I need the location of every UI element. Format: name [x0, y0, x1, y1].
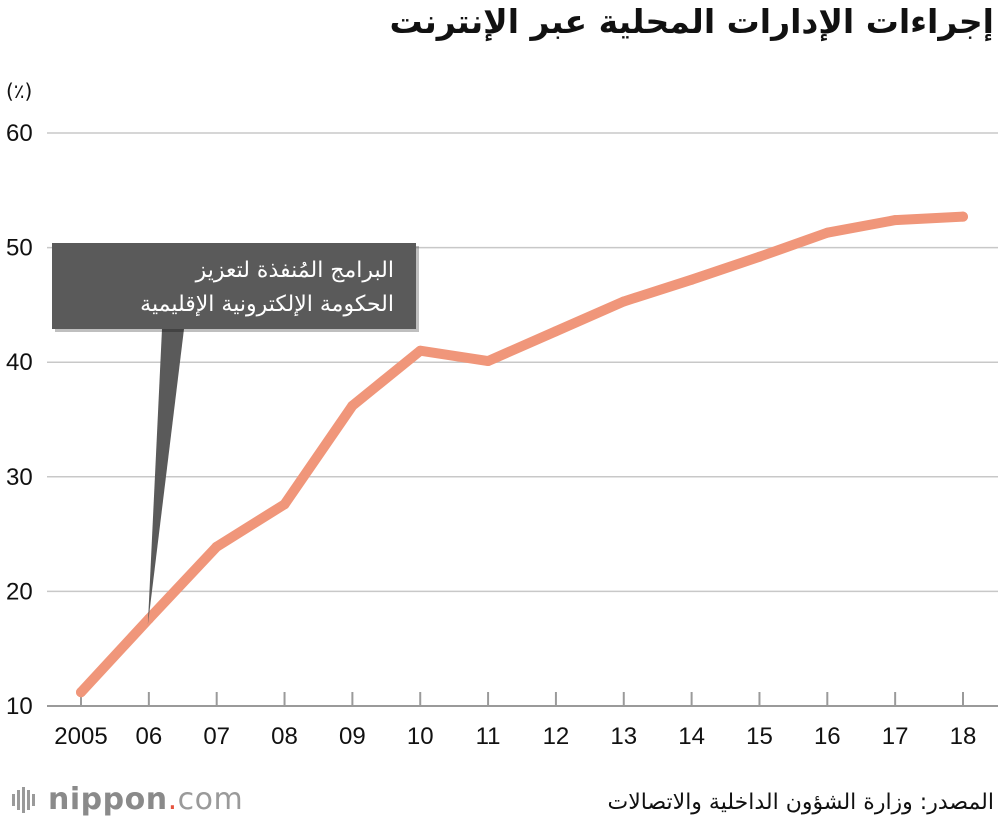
- y-tick-label: 20: [6, 578, 33, 605]
- callout-box: [52, 243, 416, 329]
- logo-wordmark: nippon.com: [48, 782, 244, 817]
- x-tick-label: 17: [882, 723, 909, 750]
- callout-text-line: الحكومة الإلكترونية الإقليمية: [140, 292, 394, 317]
- data-point: [550, 326, 561, 337]
- data-point: [890, 215, 901, 226]
- data-point: [686, 274, 697, 285]
- x-tick-label: 2005: [54, 723, 107, 750]
- series-line: [76, 211, 968, 698]
- data-point: [211, 541, 222, 552]
- callout-pointer: [147, 329, 184, 625]
- logo-mark-icon: [12, 786, 35, 813]
- nippon-logo: nippon.com: [8, 782, 243, 817]
- data-point: [958, 211, 968, 222]
- data-point: [415, 345, 426, 356]
- callout-text-line: البرامج المُنفذة لتعزيز: [195, 258, 394, 283]
- y-tick-label: 50: [6, 235, 33, 262]
- x-tick-label: 14: [678, 723, 705, 750]
- data-point: [822, 227, 833, 238]
- x-tick-label: 15: [746, 723, 773, 750]
- annotation-callout: البرامج المُنفذة لتعزيز الحكومة الإلكترون…: [52, 243, 419, 625]
- gridlines: [47, 132, 998, 707]
- x-tick-label: 18: [950, 723, 977, 750]
- y-tick-label: 40: [6, 349, 33, 376]
- data-point: [347, 400, 358, 411]
- data-point: [618, 296, 629, 307]
- line-chart: (٪) 10 20 30 40 50 60 2005 06 07 08 09 10 11 12 13 14 1…: [6, 79, 998, 750]
- data-point: [483, 356, 494, 367]
- x-tick-label: 09: [339, 723, 366, 750]
- data-point: [143, 613, 154, 624]
- data-point: [754, 251, 765, 262]
- x-tick-label: 10: [407, 723, 434, 750]
- x-tick-label: 12: [543, 723, 570, 750]
- y-tick-label: 60: [6, 120, 33, 147]
- x-tick-label: 06: [135, 723, 162, 750]
- y-tick-label: 30: [6, 464, 33, 491]
- series-layer: [76, 211, 968, 698]
- x-tick-label: 07: [203, 723, 230, 750]
- y-tick-label: 10: [6, 693, 33, 720]
- source-note: المصدر: وزارة الشؤون الداخلية والاتصالات: [607, 790, 994, 815]
- data-point: [279, 499, 290, 510]
- y-axis-unit-label: (٪): [6, 79, 32, 103]
- x-tick-label: 11: [476, 723, 501, 750]
- x-tick-label: 08: [271, 723, 298, 750]
- x-tick-label: 16: [814, 723, 841, 750]
- x-tick-label: 13: [610, 723, 637, 750]
- y-tick-labels: 10 20 30 40 50 60: [6, 120, 33, 720]
- chart-title: إجراءات الإدارات المحلية عبر الإنترنت: [389, 2, 994, 41]
- data-point: [76, 687, 86, 698]
- x-tick-labels: 2005 06 07 08 09 10 11 12 13 14 15 16 17 18: [54, 692, 976, 750]
